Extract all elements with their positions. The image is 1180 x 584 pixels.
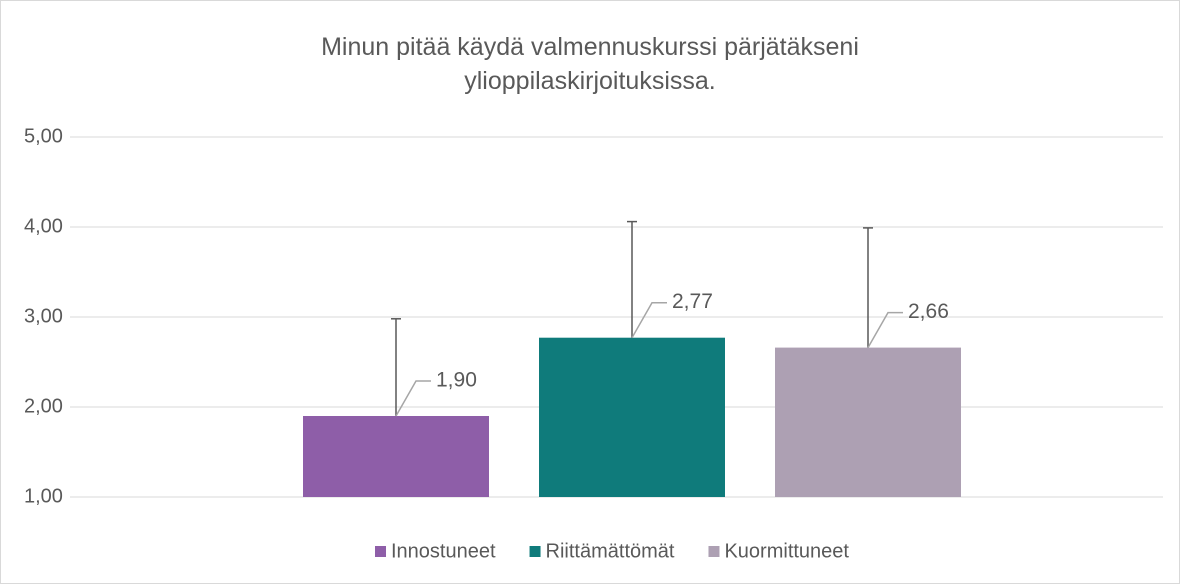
y-tick-label: 1,00 <box>24 485 63 507</box>
legend-label: Kuormittuneet <box>724 540 849 562</box>
y-tick-label: 5,00 <box>24 125 63 147</box>
legend-swatch <box>375 546 387 557</box>
y-tick-label: 3,00 <box>24 305 63 327</box>
bar <box>539 337 725 497</box>
chart-title: Minun pitää käydä valmennuskurssi pärjät… <box>321 33 859 95</box>
data-label: 2,66 <box>908 300 949 323</box>
bar <box>775 347 961 497</box>
data-label: 1,90 <box>436 369 477 392</box>
leader-line <box>631 301 667 339</box>
y-tick-label: 4,00 <box>24 215 63 237</box>
leader-line <box>867 311 903 348</box>
data-label: 2,77 <box>672 290 713 313</box>
legend-label: Innostuneet <box>391 540 496 562</box>
bar <box>303 416 489 497</box>
leader-line <box>395 380 431 417</box>
legend-swatch <box>529 546 541 557</box>
legend-label: Riittämättömät <box>546 540 675 562</box>
y-tick-label: 2,00 <box>24 395 63 417</box>
legend-swatch <box>708 546 720 557</box>
